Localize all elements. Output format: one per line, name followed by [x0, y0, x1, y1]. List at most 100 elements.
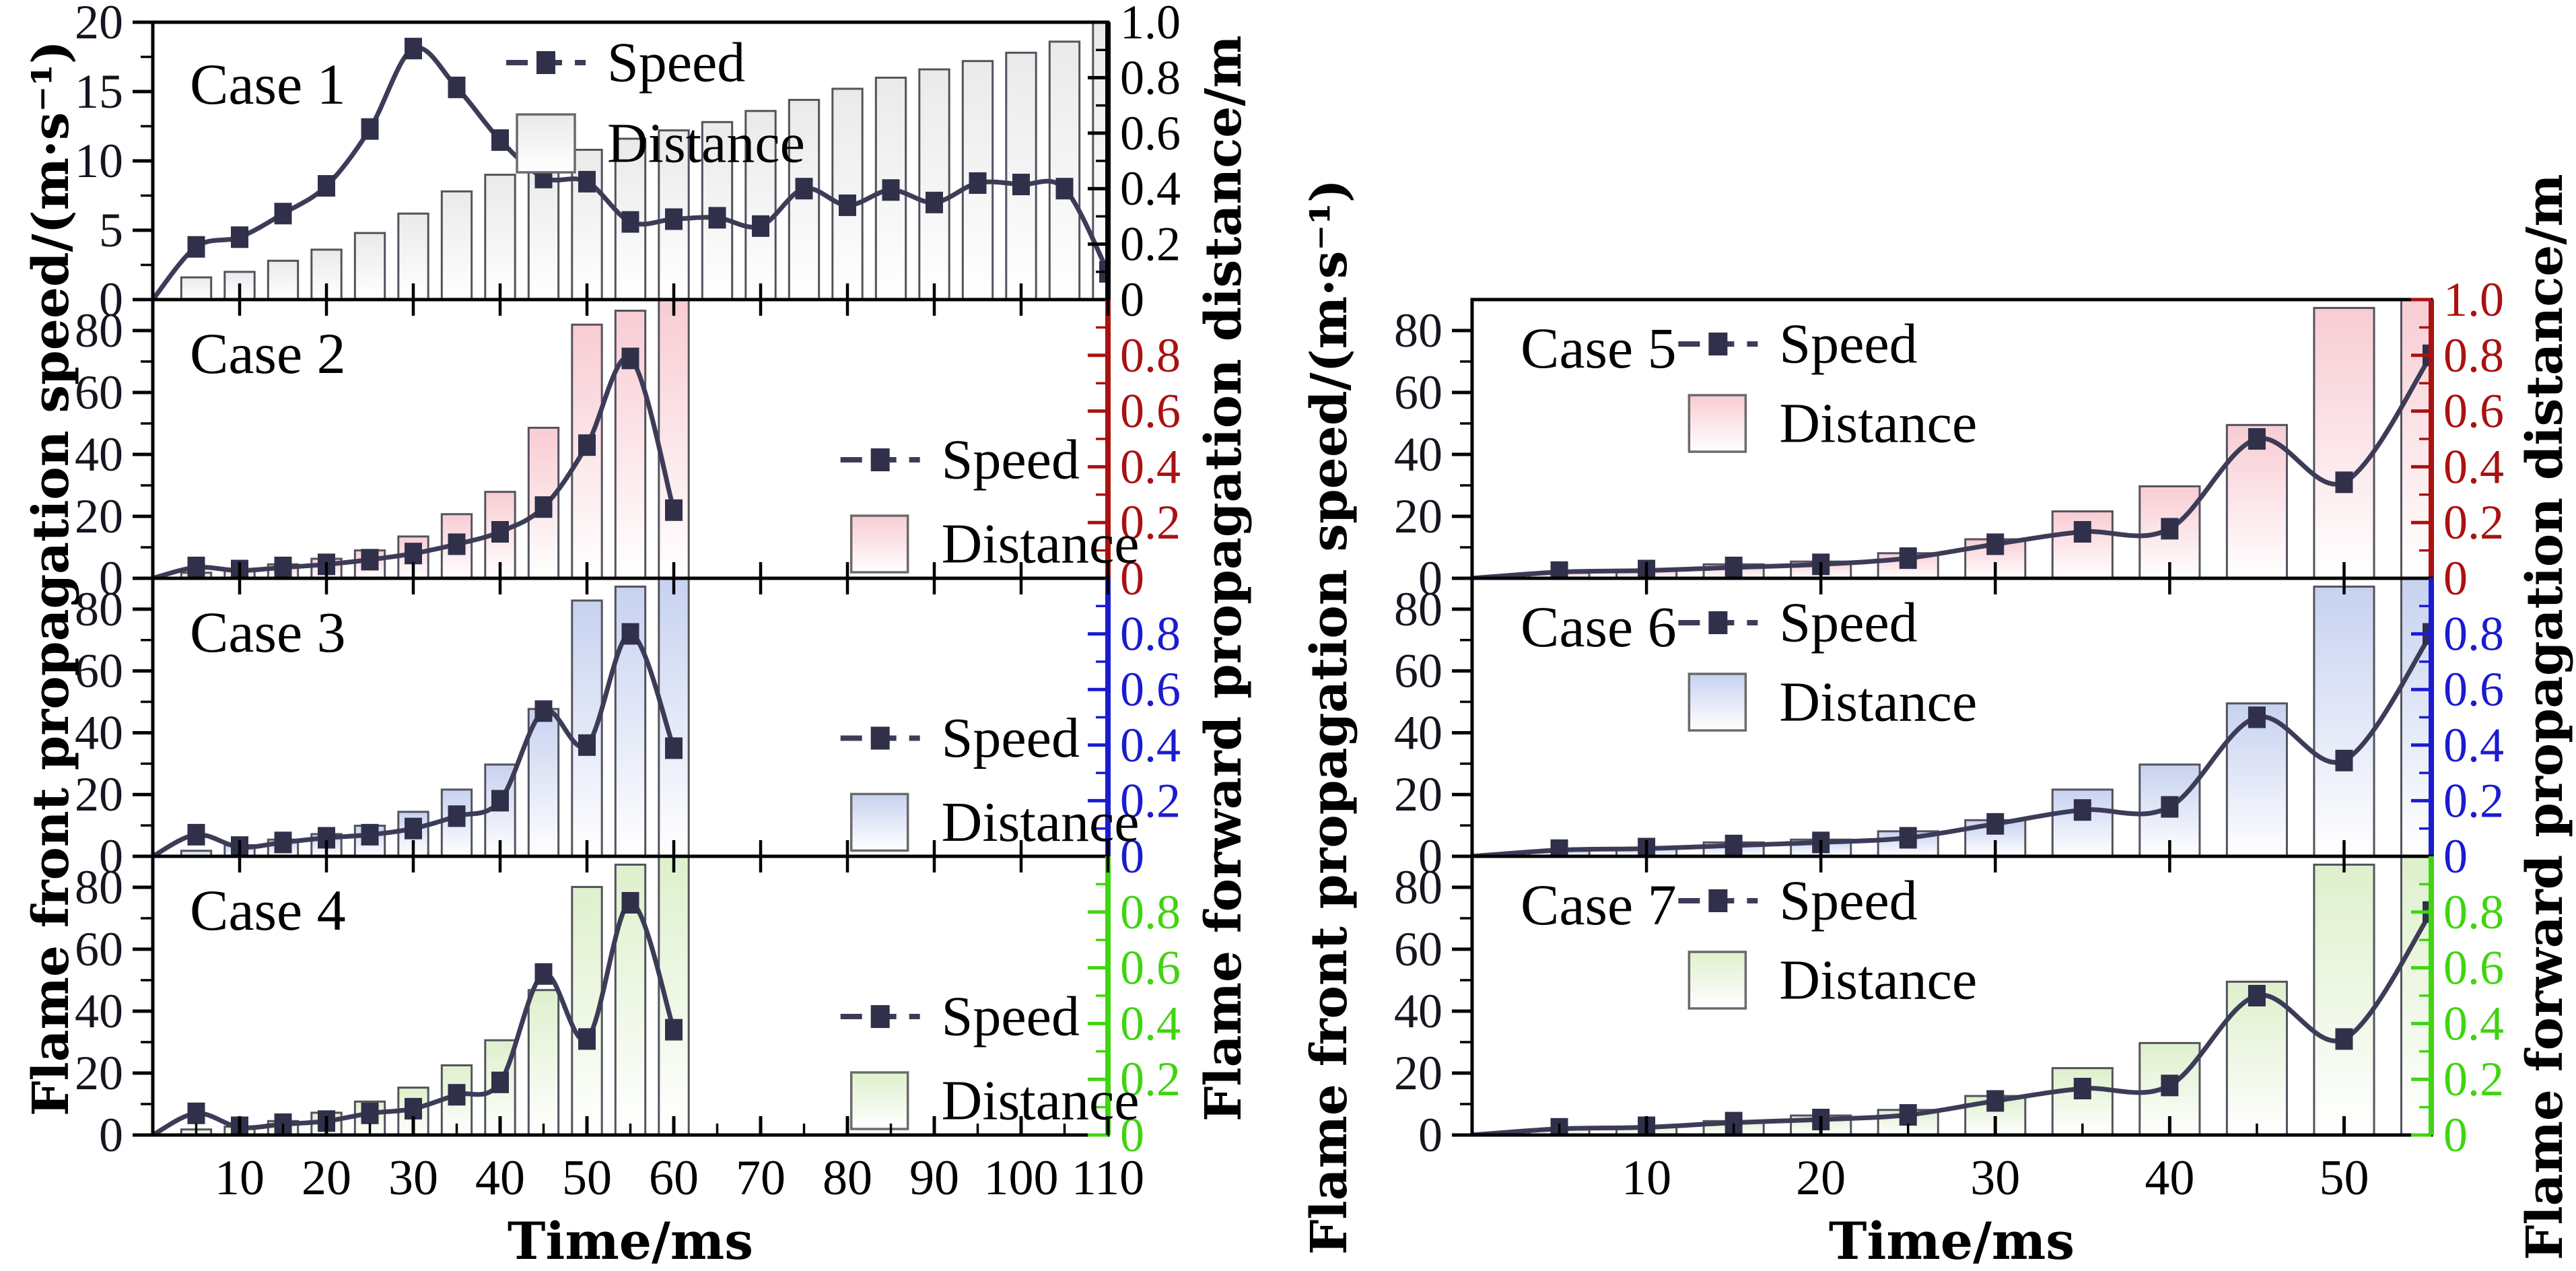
speed-tick-label: 80: [1394, 582, 1442, 636]
distance-tick-label: 0.8: [2443, 885, 2504, 939]
speed-marker: [578, 1028, 596, 1050]
speed-marker: [621, 347, 639, 370]
distance-bar: [1005, 51, 1037, 298]
distance-bar: [2225, 423, 2288, 577]
distance-axis-case-6: 0.80.60.40.20: [2411, 605, 2504, 883]
speed-axis-case-2: 0 20 40 60 80: [75, 304, 153, 605]
left-figure-distance-axis-label: Flame forward propagation distance/m: [1195, 35, 1253, 1122]
speed-marker: [1725, 556, 1743, 577]
distance-tick-label: 0.4: [1120, 162, 1181, 215]
speed-marker: [2073, 521, 2091, 543]
distance-tick-label: 0.2: [2443, 1052, 2504, 1106]
speed-marker: [2248, 428, 2266, 450]
speed-axis-case-7: 0 20 40 60 80: [1394, 860, 1472, 1162]
speed-tick-label: 80: [75, 860, 123, 914]
legend-distance-label: Distance: [607, 112, 805, 175]
speed-marker: [491, 1071, 509, 1093]
distance-bar: [614, 137, 647, 298]
speed-marker: [1986, 813, 2005, 835]
legend-speed-marker-glyph: [870, 726, 890, 750]
legend-speed-label: Speed: [607, 32, 745, 94]
time-tick-label: 60: [649, 1150, 699, 1206]
distance-bar: [180, 276, 213, 298]
speed-tick-label: 0: [99, 551, 123, 605]
time-tick-label: 20: [302, 1150, 351, 1206]
distance-tick-label: 0.2: [1120, 217, 1181, 271]
distance-tick-label: 0: [2443, 829, 2468, 883]
time-tick-label: 100: [984, 1150, 1059, 1206]
speed-axis-case-5: 0 20 40 60 80: [1394, 304, 1472, 605]
speed-marker: [795, 178, 813, 200]
speed-marker: [1550, 561, 1568, 577]
distance-bar: [1048, 40, 1081, 298]
speed-series-case-3: [154, 623, 683, 855]
speed-series-case-2: [154, 347, 683, 577]
legend-speed-label: Speed: [942, 707, 1080, 769]
speed-marker: [448, 1084, 466, 1106]
distance-axis-case-7: 0.80.60.40.20: [2411, 883, 2504, 1162]
distance-bar: [440, 190, 473, 298]
distance-bar: [831, 88, 864, 298]
legend-distance-label: Distance: [1779, 671, 1977, 734]
speed-marker: [187, 236, 205, 258]
right-figure-speed-axis-label: Flame front propagation speed/(m·s⁻¹): [1300, 179, 1358, 1256]
speed-marker: [274, 556, 292, 577]
legend-speed-marker-glyph: [1708, 333, 1728, 355]
distance-bars-case-1: [180, 24, 1107, 298]
speed-marker: [665, 499, 683, 521]
distance-tick-label: 0.8: [2443, 329, 2504, 382]
speed-marker: [361, 823, 379, 846]
legend-speed-label: Speed: [1779, 313, 1917, 376]
speed-marker: [491, 790, 509, 812]
speed-marker: [2161, 518, 2179, 540]
speed-marker: [274, 203, 292, 225]
speed-marker: [752, 215, 769, 237]
speed-marker: [578, 434, 596, 456]
legend-distance-label: Distance: [942, 791, 1140, 854]
legend-speed-marker-glyph: [870, 1005, 890, 1029]
speed-tick-label: 0: [99, 1108, 123, 1162]
distance-tick-label: 0.8: [1120, 607, 1181, 661]
speed-marker: [405, 543, 422, 565]
distance-tick-label: 0.2: [2443, 495, 2504, 549]
distance-bar: [527, 708, 560, 855]
speed-axis-case-4: 0 20 40 60 80: [75, 860, 153, 1162]
speed-marker: [621, 211, 639, 233]
distance-bar: [2313, 306, 2375, 577]
legend: Speed Distance: [1678, 870, 1977, 1012]
speed-marker: [405, 1097, 422, 1120]
speed-marker: [274, 831, 292, 854]
distance-tick-label: 0.4: [1120, 440, 1181, 493]
speed-tick-label: 5: [99, 203, 123, 257]
speed-marker: [2073, 799, 2091, 821]
panel-title-case-1: Case 1: [190, 52, 346, 116]
time-tick-label: 50: [562, 1150, 612, 1206]
distance-tick-label: 0: [2443, 551, 2468, 605]
speed-tick-label: 20: [75, 489, 123, 543]
legend-speed-marker-glyph: [870, 448, 890, 472]
distance-tick-label: 0.2: [1120, 495, 1181, 549]
speed-tick-label: 40: [1394, 984, 1442, 1038]
speed-axis-case-6: 0 20 40 60 80: [1394, 582, 1472, 883]
time-tick-label: 80: [823, 1150, 872, 1206]
panel-title-case-3: Case 3: [190, 600, 346, 664]
speed-tick-label: 40: [1394, 427, 1442, 481]
legend-speed-marker-glyph: [1708, 889, 1728, 912]
speed-tick-label: 0: [1418, 829, 1442, 883]
speed-marker: [665, 1019, 683, 1041]
distance-tick-label: 0.8: [1120, 329, 1181, 382]
x-axis-right: 10 20 30 40 50: [1558, 562, 2369, 1206]
speed-tick-label: 20: [75, 767, 123, 821]
distance-tick-label: 0.4: [1120, 718, 1181, 772]
distance-bar: [353, 232, 386, 298]
legend-distance-swatch: [1687, 394, 1747, 453]
speed-tick-label: 0: [99, 829, 123, 883]
legend-speed-label: Speed: [1779, 870, 1917, 932]
